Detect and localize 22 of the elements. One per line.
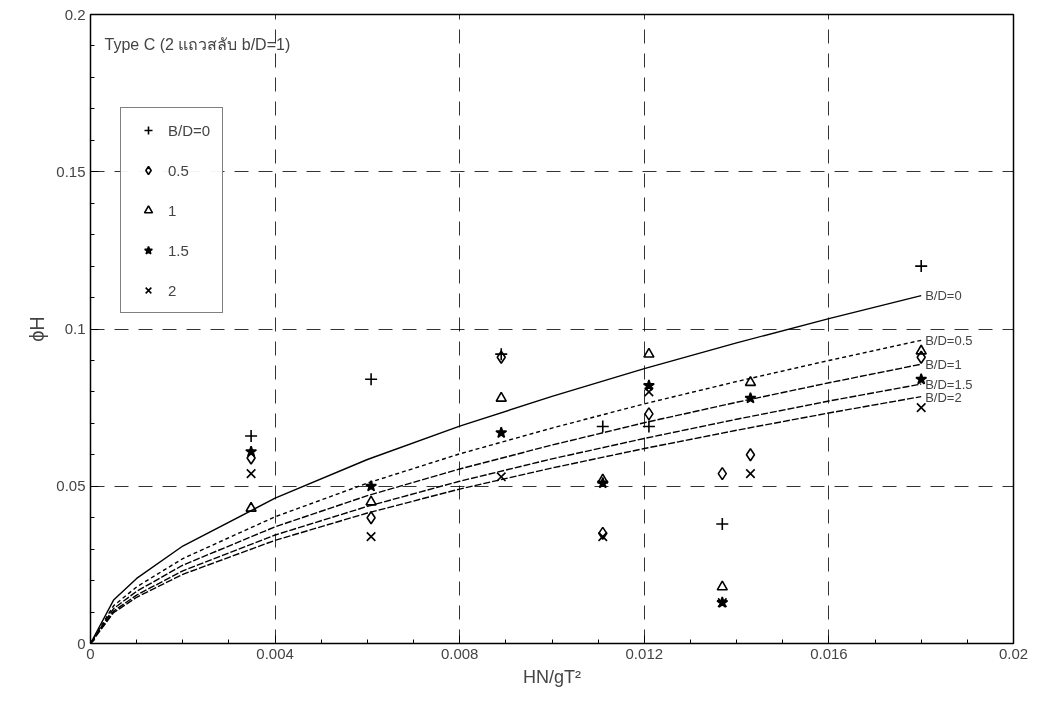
legend-label: 1.5 — [168, 241, 189, 259]
annotation: Type C (2 แถวสลับ b/D=1) — [104, 36, 291, 53]
series-label: B/D=0.5 — [925, 332, 973, 348]
x-tick-label: 0.016 — [810, 644, 848, 662]
legend-label: 1 — [168, 201, 178, 219]
x-axis-title: HN/gT² — [523, 666, 582, 687]
y-axis-title: ϕH — [26, 316, 49, 342]
y-tick-label: 0.1 — [64, 320, 86, 337]
y-tick-label: 0.2 — [64, 5, 86, 23]
series-label: B/D=0 — [925, 288, 962, 304]
series-label: B/D=2 — [925, 389, 962, 405]
series-label: B/D=1.5 — [925, 376, 973, 392]
legend-label: 0.5 — [168, 161, 189, 179]
x-tick-label: 0.008 — [440, 644, 479, 662]
x-tick-label: 0.004 — [256, 644, 294, 662]
x-tick-label: 0.02 — [998, 644, 1029, 662]
x-tick-label: 0.012 — [625, 644, 664, 662]
y-tick-label: 0.05 — [56, 477, 86, 495]
legend-label: B/D=0 — [168, 121, 211, 139]
series-label: B/D=1 — [925, 356, 962, 372]
y-tick-label: 0.15 — [56, 162, 86, 180]
legend-label: 2 — [168, 281, 178, 299]
